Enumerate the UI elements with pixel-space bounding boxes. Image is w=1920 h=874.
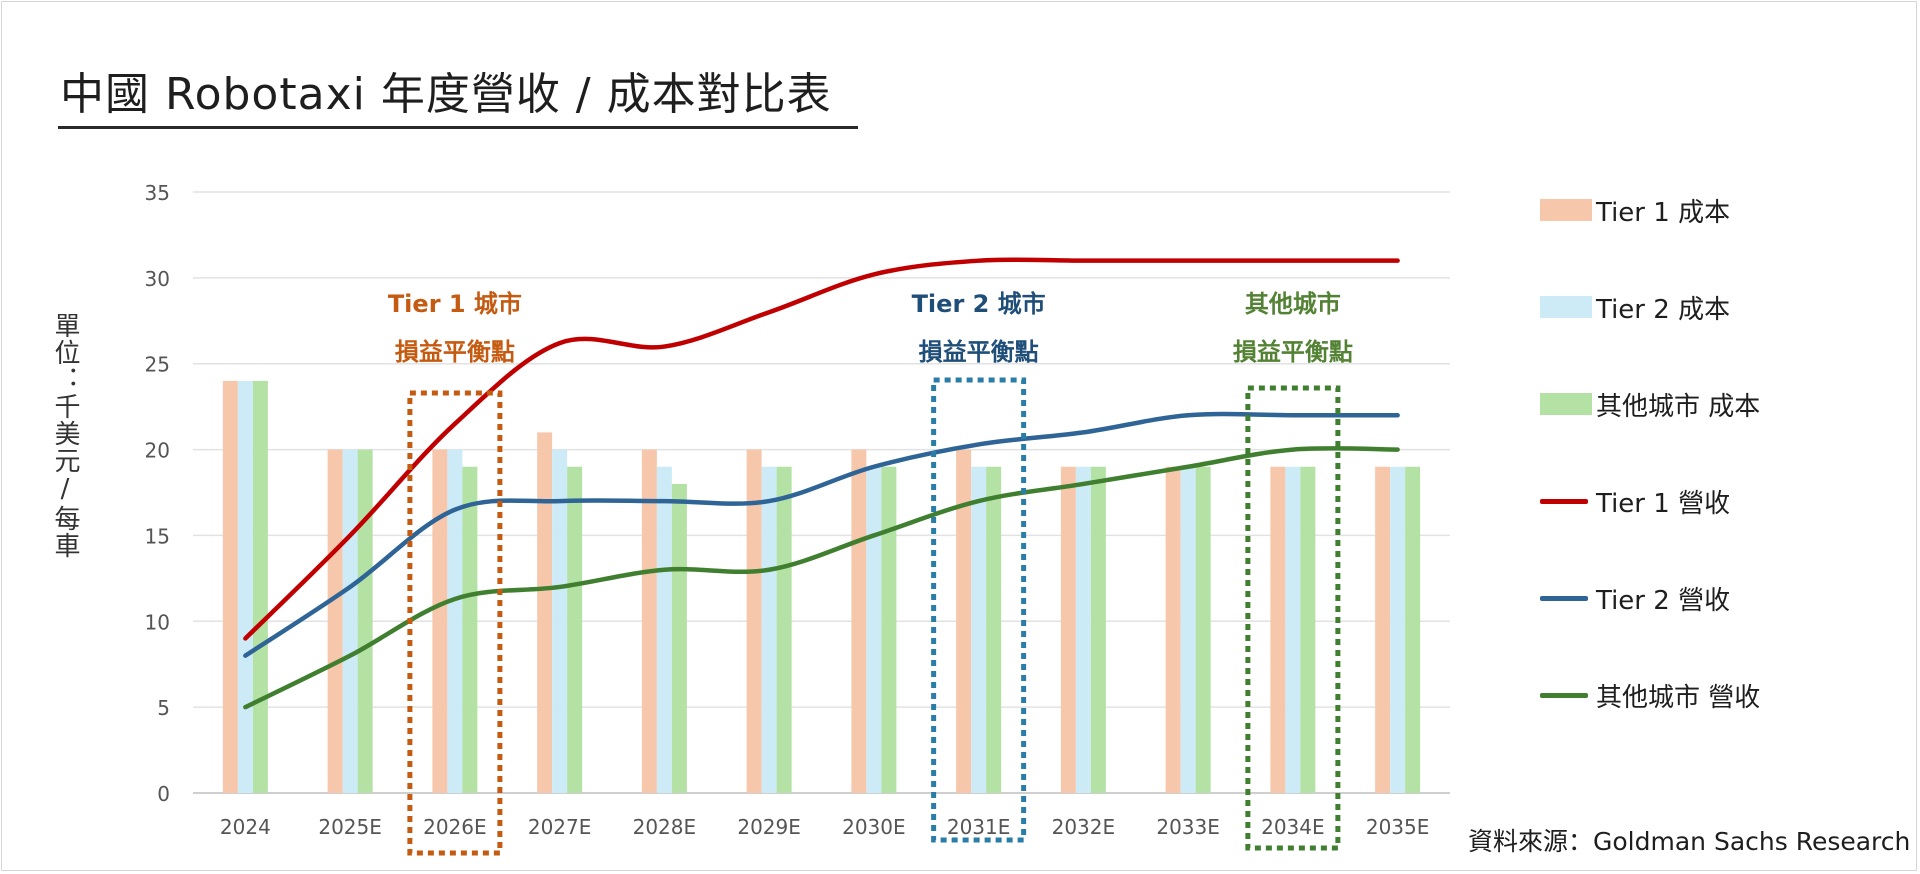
legend-swatch-other-cost [1540,393,1592,415]
x-tick-label: 2024 [220,815,271,839]
bar [956,449,972,793]
bar [746,449,762,793]
y-tick-label: 5 [157,696,170,720]
y-tick-label: 15 [145,524,170,548]
bar [222,380,238,793]
annotation-tier1-line2: 損益平衡點 [394,338,515,366]
bar [971,466,987,793]
bar [1375,466,1391,793]
legend-item-tier2-cost: Tier 2 成本 [1540,287,1900,327]
bar [866,466,882,793]
annotation-tier2-line1: Tier 2 城市 [911,290,1046,318]
series-line [243,257,1400,641]
bar [567,466,583,793]
title-underline [58,126,858,129]
bar [327,449,343,793]
legend-label-tier2-revenue: Tier 2 營收 [1596,585,1731,616]
bar [1195,466,1211,793]
bar [641,449,657,793]
x-tick-label: 2030E [842,815,906,839]
bar [537,432,553,793]
annotation-tier1-breakeven: Tier 1 城市 損益平衡點 [335,280,575,376]
bar [1270,466,1286,793]
x-tick-label: 2035E [1366,815,1430,839]
x-tick-label: 2032E [1052,815,1116,839]
bar [671,483,687,793]
legend-item-other-revenue: 其他城市 營收 [1540,675,1900,715]
bar [1165,466,1181,793]
bar [552,449,568,793]
source-note: 資料來源：Goldman Sachs Research [1468,827,1911,856]
annotation-other-breakeven: 其他城市 損益平衡點 [1173,280,1413,376]
bar [237,380,253,793]
bar [1060,466,1076,793]
legend-item-tier2-revenue: Tier 2 營收 [1540,578,1900,618]
x-tick-label: 2033E [1156,815,1220,839]
annotation-other-line1: 其他城市 [1244,290,1341,318]
bar [1090,466,1106,793]
annotation-tier1-line1: Tier 1 城市 [387,290,522,318]
legend-swatch-tier1-revenue [1540,498,1588,504]
x-tick-label: 2028E [633,815,697,839]
bar [357,449,373,793]
legend-swatch-tier2-revenue [1540,595,1588,601]
bar [1180,466,1196,793]
annotation-tier2-breakeven: Tier 2 城市 損益平衡點 [859,280,1099,376]
y-axis-label: 單位：千美元/每車 [50,312,80,559]
legend-swatch-other-revenue [1540,692,1588,698]
y-tick-label: 30 [145,267,170,291]
breakeven-box [931,377,1027,843]
legend-swatch-tier2-cost [1540,296,1592,318]
y-tick-label: 35 [145,181,170,205]
bar [1390,466,1406,793]
x-tick-label: 2026E [423,815,487,839]
x-tick-label: 2027E [528,815,592,839]
legend-label-other-cost: 其他城市 成本 [1596,391,1761,422]
y-tick-label: 20 [145,439,170,463]
legend-label-tier1-cost: Tier 1 成本 [1596,197,1731,228]
y-tick-label: 25 [145,353,170,377]
legend-label-tier2-cost: Tier 2 成本 [1596,294,1731,325]
bar [252,380,268,793]
x-tick-label: 2025E [318,815,382,839]
bar [342,449,358,793]
bar [761,466,777,793]
legend-label-tier1-revenue: Tier 1 營收 [1596,488,1731,519]
legend-label-other-revenue: 其他城市 營收 [1596,682,1761,713]
bar [447,449,463,793]
breakeven-box [407,390,503,856]
bar [432,449,448,793]
bar [851,449,867,793]
series-line [243,446,1400,710]
series-line [243,411,1400,658]
x-tick-label: 2034E [1261,815,1325,839]
legend-item-tier1-cost: Tier 1 成本 [1540,190,1900,230]
bar [1405,466,1421,793]
legend-item-other-cost: 其他城市 成本 [1540,384,1900,424]
bar [776,466,792,793]
bar [881,466,897,793]
x-tick-label: 2031E [947,815,1011,839]
y-tick-label: 10 [145,610,170,634]
bar [986,466,1002,793]
bar [1075,466,1091,793]
legend-swatch-tier1-cost [1540,199,1592,221]
bar [1300,466,1316,793]
bar [462,466,478,793]
annotation-other-line2: 損益平衡點 [1232,338,1353,366]
y-tick-label: 0 [157,782,170,806]
bar [1285,466,1301,793]
page-title: 中國 Robotaxi 年度營收 / 成本對比表 [60,69,832,120]
x-tick-label: 2029E [737,815,801,839]
annotation-tier2-line2: 損益平衡點 [918,338,1039,366]
legend-item-tier1-revenue: Tier 1 營收 [1540,481,1900,521]
bar [656,466,672,793]
breakeven-box [1245,385,1341,851]
